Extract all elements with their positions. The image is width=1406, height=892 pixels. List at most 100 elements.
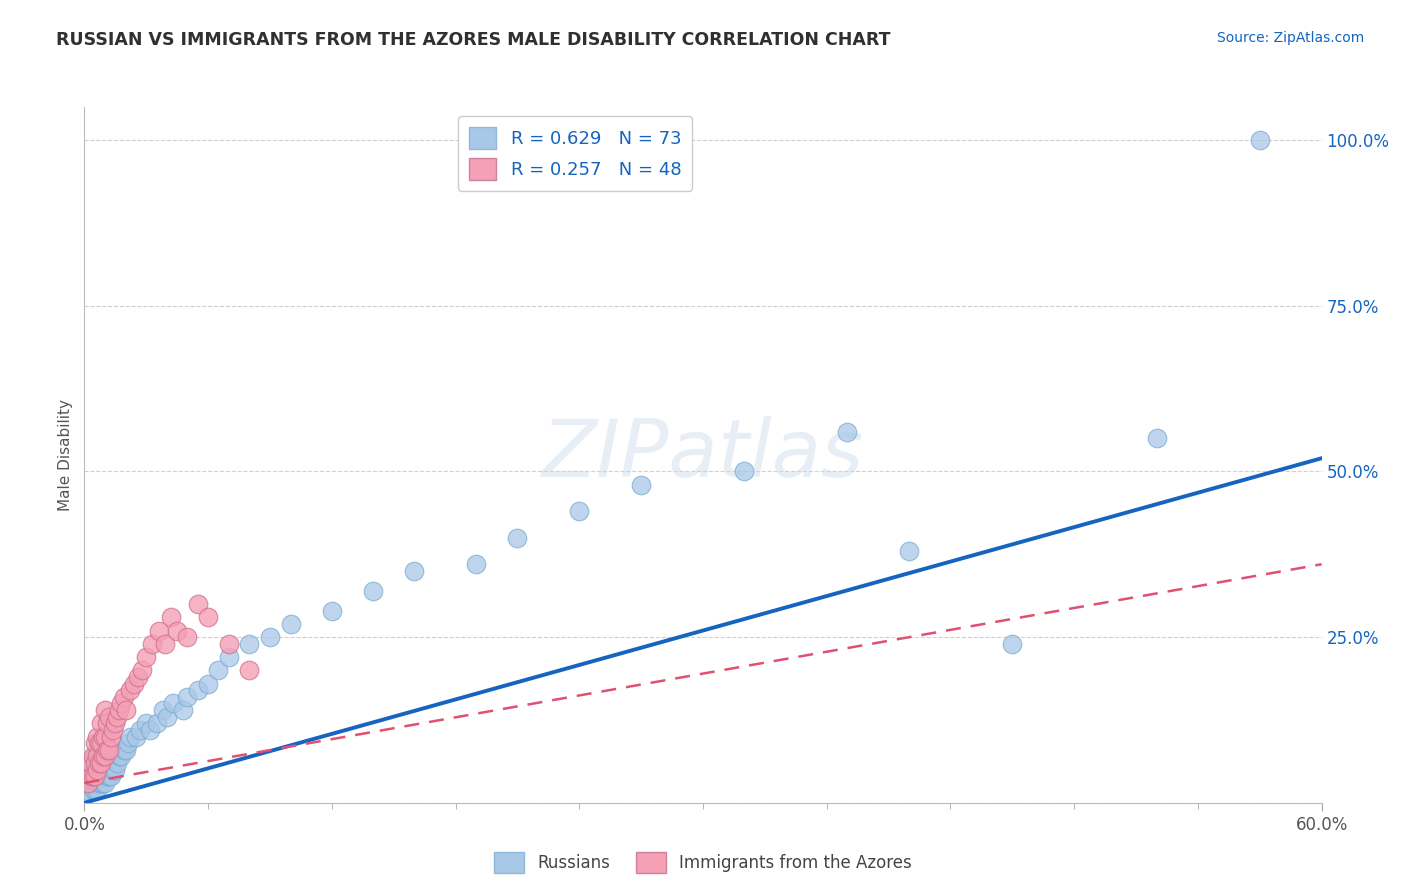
Point	[197, 676, 219, 690]
Point	[112, 690, 135, 704]
Point	[79, 756, 101, 770]
Point	[91, 763, 114, 777]
Point	[98, 743, 121, 757]
Point	[104, 716, 127, 731]
Point	[87, 763, 110, 777]
Point	[91, 749, 114, 764]
Point	[112, 743, 135, 757]
Y-axis label: Male Disability: Male Disability	[58, 399, 73, 511]
Point	[135, 716, 157, 731]
Point	[94, 730, 117, 744]
Point	[166, 624, 188, 638]
Point	[94, 703, 117, 717]
Point	[1249, 133, 1271, 147]
Point	[207, 663, 229, 677]
Point	[127, 670, 149, 684]
Point	[90, 756, 112, 770]
Point	[79, 769, 101, 783]
Legend: R = 0.629   N = 73, R = 0.257   N = 48: R = 0.629 N = 73, R = 0.257 N = 48	[458, 116, 692, 191]
Point	[118, 683, 141, 698]
Point	[94, 736, 117, 750]
Point	[90, 776, 112, 790]
Point	[91, 730, 114, 744]
Point	[90, 716, 112, 731]
Point	[83, 769, 105, 783]
Point	[90, 736, 112, 750]
Point	[105, 756, 128, 770]
Point	[91, 776, 114, 790]
Point	[110, 697, 132, 711]
Point	[86, 756, 108, 770]
Point	[87, 749, 110, 764]
Point	[218, 650, 240, 665]
Point	[86, 782, 108, 797]
Point	[87, 736, 110, 750]
Point	[139, 723, 162, 737]
Point	[82, 756, 104, 770]
Point	[82, 769, 104, 783]
Point	[104, 743, 127, 757]
Point	[100, 769, 122, 783]
Point	[87, 736, 110, 750]
Point	[96, 716, 118, 731]
Point	[87, 756, 110, 770]
Point	[176, 690, 198, 704]
Point	[77, 776, 100, 790]
Point	[238, 663, 260, 677]
Point	[1001, 637, 1024, 651]
Point	[96, 743, 118, 757]
Point	[160, 610, 183, 624]
Point	[145, 716, 167, 731]
Point	[404, 564, 426, 578]
Point	[156, 709, 179, 723]
Point	[148, 624, 170, 638]
Point	[118, 730, 141, 744]
Point	[506, 531, 529, 545]
Point	[176, 630, 198, 644]
Point	[122, 676, 145, 690]
Point	[898, 544, 921, 558]
Point	[98, 709, 121, 723]
Point	[82, 782, 104, 797]
Point	[117, 736, 139, 750]
Point	[135, 650, 157, 665]
Point	[218, 637, 240, 651]
Text: ZIPatlas: ZIPatlas	[541, 416, 865, 494]
Point	[103, 723, 125, 737]
Point	[94, 776, 117, 790]
Point	[90, 763, 112, 777]
Point	[98, 769, 121, 783]
Point	[197, 610, 219, 624]
Point	[465, 558, 488, 572]
Point	[280, 616, 302, 631]
Text: Source: ZipAtlas.com: Source: ZipAtlas.com	[1216, 31, 1364, 45]
Point	[90, 749, 112, 764]
Point	[187, 597, 209, 611]
Point	[83, 776, 105, 790]
Point	[131, 663, 153, 677]
Point	[83, 763, 105, 777]
Point	[83, 749, 105, 764]
Point	[1146, 431, 1168, 445]
Point	[105, 709, 128, 723]
Point	[162, 697, 184, 711]
Point	[630, 477, 652, 491]
Point	[83, 756, 105, 770]
Legend: Russians, Immigrants from the Azores: Russians, Immigrants from the Azores	[488, 846, 918, 880]
Point	[79, 769, 101, 783]
Point	[82, 769, 104, 783]
Point	[96, 769, 118, 783]
Point	[103, 763, 125, 777]
Point	[259, 630, 281, 644]
Point	[152, 703, 174, 717]
Text: RUSSIAN VS IMMIGRANTS FROM THE AZORES MALE DISABILITY CORRELATION CHART: RUSSIAN VS IMMIGRANTS FROM THE AZORES MA…	[56, 31, 891, 49]
Point	[94, 749, 117, 764]
Point	[568, 504, 591, 518]
Point	[129, 723, 152, 737]
Point	[108, 749, 131, 764]
Point	[837, 425, 859, 439]
Point	[238, 637, 260, 651]
Point	[96, 749, 118, 764]
Point	[87, 776, 110, 790]
Point	[153, 637, 176, 651]
